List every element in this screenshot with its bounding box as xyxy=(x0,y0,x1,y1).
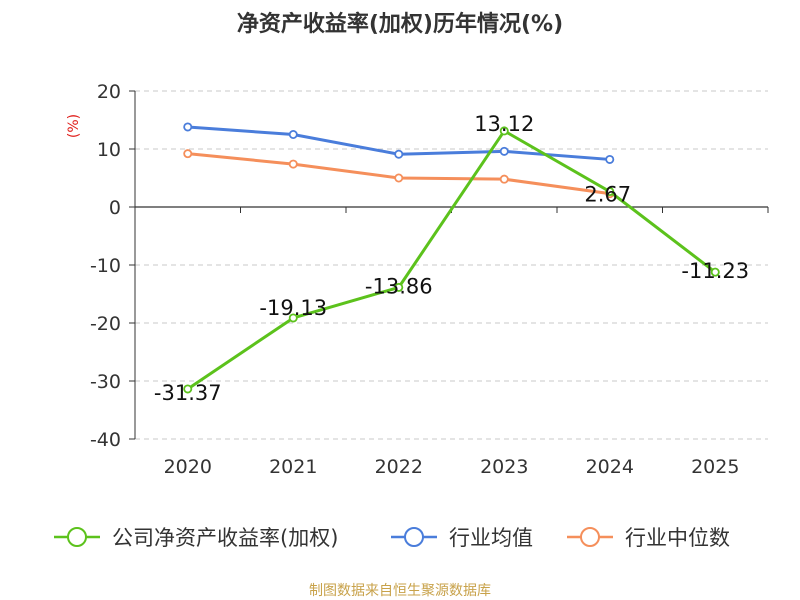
legend-marker-0 xyxy=(67,527,87,547)
data-point xyxy=(605,154,615,164)
y-tick-label: -10 xyxy=(90,255,121,277)
legend-marker-2 xyxy=(580,527,600,547)
x-tick-label: 2024 xyxy=(586,456,634,478)
data-point xyxy=(499,174,509,184)
data-point xyxy=(183,149,193,159)
data-point xyxy=(605,187,615,197)
legend-label-0: 公司净资产收益率(加权) xyxy=(112,526,338,550)
data-point xyxy=(288,159,298,169)
y-tick-label: -40 xyxy=(90,429,121,451)
x-tick-label: 2021 xyxy=(269,456,317,478)
data-label: -11.23 xyxy=(681,259,749,283)
y-tick-label: -30 xyxy=(90,371,121,393)
data-point xyxy=(394,282,404,292)
source-note: 制图数据来自恒生聚源数据库 xyxy=(309,583,491,599)
y-tick-label: 0 xyxy=(109,197,121,219)
data-point xyxy=(499,126,509,136)
data-label: 2.67 xyxy=(584,183,631,207)
data-label: -19.13 xyxy=(259,296,327,320)
x-tick-label: 2023 xyxy=(480,456,528,478)
data-point xyxy=(394,173,404,183)
data-point xyxy=(394,149,404,159)
series-line-0 xyxy=(186,129,717,391)
chart-title: 净资产收益率(加权)历年情况(%) xyxy=(236,12,564,37)
data-point xyxy=(183,122,193,132)
data-point xyxy=(288,129,298,139)
y-tick-label: -20 xyxy=(90,313,121,335)
data-point xyxy=(499,146,509,156)
legend-label-2: 行业中位数 xyxy=(625,526,730,550)
data-label: 13.12 xyxy=(474,112,534,136)
data-label: -13.86 xyxy=(365,274,433,298)
x-tick-label: 2022 xyxy=(375,456,423,478)
x-tick-label: 2025 xyxy=(691,456,739,478)
data-point xyxy=(710,267,720,277)
x-tick-label: 2020 xyxy=(164,456,212,478)
y-tick-label: 20 xyxy=(97,81,121,103)
data-label: -31.37 xyxy=(154,381,222,405)
legend-label-1: 行业均值 xyxy=(449,526,533,550)
y-tick-label: 10 xyxy=(97,139,121,161)
y-axis-label: (%) xyxy=(66,114,82,138)
data-point xyxy=(288,313,298,323)
data-point xyxy=(183,384,193,394)
legend-marker-1 xyxy=(404,527,424,547)
